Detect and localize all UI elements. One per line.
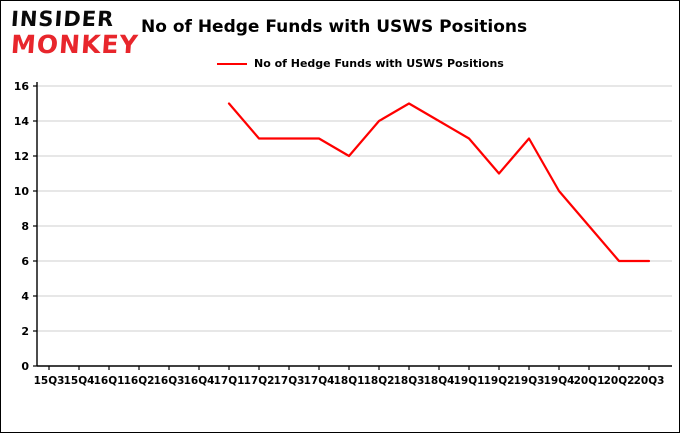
y-tick-label: 10: [14, 185, 30, 198]
x-tick-label: 16Q3: [154, 375, 185, 387]
x-tick-label: 19Q1: [454, 375, 485, 387]
x-tick-label: 17Q1: [214, 375, 245, 387]
x-tick-label: 19Q4: [544, 375, 575, 387]
data-line: [227, 102, 651, 263]
x-tick-label: 18Q2: [364, 375, 395, 387]
x-tick-label: 15Q3: [34, 375, 65, 387]
y-tick-label: 12: [14, 150, 29, 163]
y-tick-label: 8: [21, 220, 29, 233]
legend-line-sample-icon: [217, 62, 247, 65]
y-tick-label: 2: [21, 325, 29, 338]
y-tick-label: 4: [21, 290, 29, 303]
x-tick-label: 19Q3: [514, 375, 545, 387]
y-tick-label: 6: [21, 255, 29, 268]
x-tick-label: 16Q4: [184, 375, 215, 387]
x-tick-label: 18Q1: [334, 375, 365, 387]
x-tick-label: 15Q4: [64, 375, 95, 387]
x-tick-label: 20Q3: [634, 375, 665, 387]
y-tick-label: 14: [14, 115, 30, 128]
x-tick-label: 20Q2: [604, 375, 635, 387]
x-tick-label: 18Q3: [394, 375, 425, 387]
x-tick-label: 19Q2: [484, 375, 515, 387]
x-tick-label: 17Q4: [304, 375, 335, 387]
y-tick-label: 16: [14, 80, 30, 93]
x-tick-label: 18Q4: [424, 375, 455, 387]
page-title: No of Hedge Funds with USWS Positions: [141, 17, 528, 37]
x-tick-label: 20Q1: [574, 375, 605, 387]
x-tick-label: 17Q2: [244, 375, 275, 387]
y-tick-label: 0: [21, 360, 29, 373]
legend-label: No of Hedge Funds with USWS Positions: [254, 57, 504, 70]
x-tick-label: 17Q3: [274, 375, 305, 387]
chart-legend: No of Hedge Funds with USWS Positions: [217, 57, 504, 70]
x-tick-label: 16Q1: [94, 375, 125, 387]
x-tick-label: 16Q2: [124, 375, 155, 387]
